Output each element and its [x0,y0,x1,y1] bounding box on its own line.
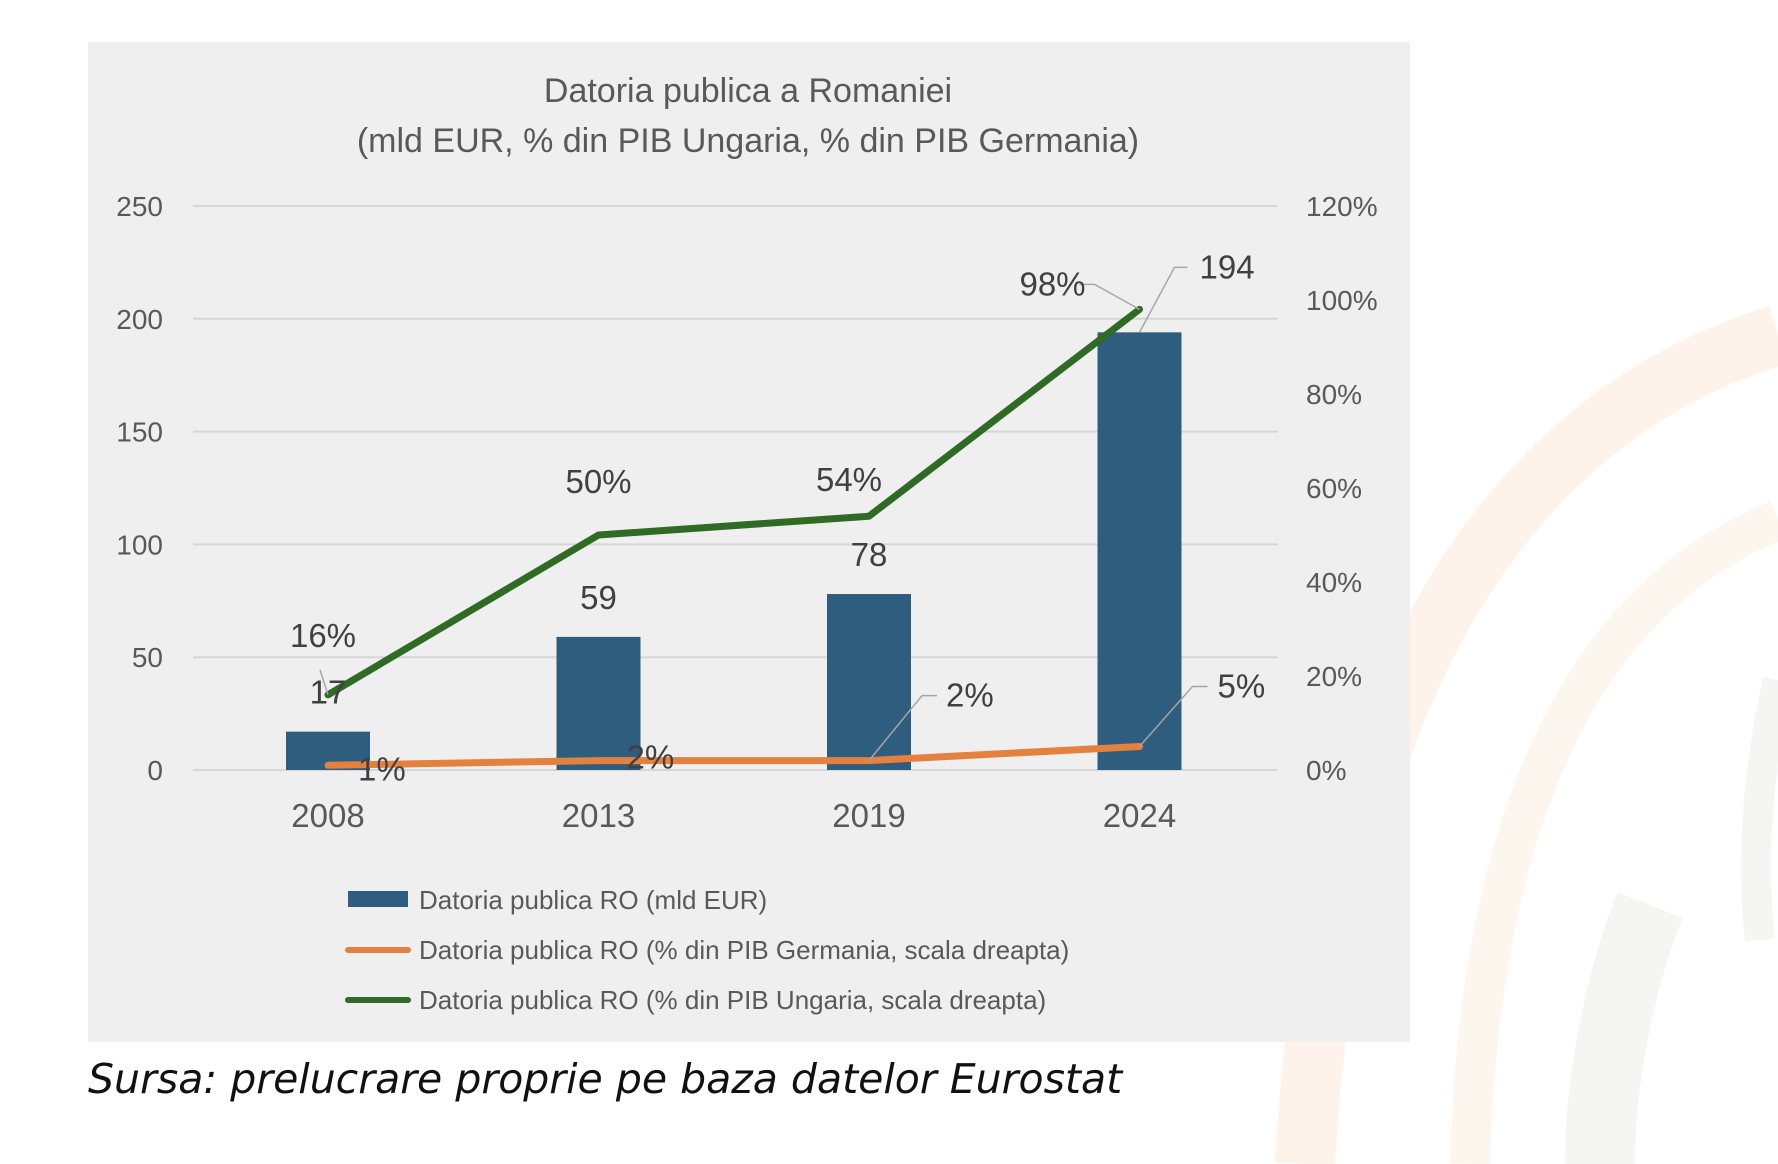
bar [1097,332,1182,770]
right-tick-label: 0% [1306,755,1346,786]
line-ungaria [324,305,1143,699]
x-axis-ticks: 2008 2013 2019 2024 [291,797,1176,834]
legend: Datoria publica RO (mld EUR) Datoria publ… [345,885,1069,1015]
data-label: 50% [565,463,631,500]
data-label: 59 [580,579,617,616]
data-label: 2% [627,739,675,776]
chart-title: Datoria publica a Romaniei [544,72,952,110]
data-labels: 17 59 78 194 16% 50% 54% 98% 1% 2% 2% 5% [290,248,1265,787]
left-tick-label: 250 [116,191,163,222]
left-tick-label: 50 [132,642,163,673]
x-tick-label: 2008 [291,797,364,834]
data-label: 2% [946,677,994,714]
right-tick-label: 60% [1306,473,1362,504]
source-note: Sursa: prelucrare proprie pe baza datelo… [88,1055,1123,1103]
chart-panel: Datoria publica a Romaniei (mld EUR, % d… [88,42,1410,1042]
right-tick-label: 120% [1306,191,1378,222]
right-tick-label: 40% [1306,567,1362,598]
data-label: 17 [310,674,347,711]
legend-label: Datoria publica RO (mld EUR) [419,885,767,915]
data-label: 194 [1200,248,1255,285]
leader-line [1138,266,1188,333]
leader-line [319,669,329,696]
data-label: 98% [1019,265,1085,302]
right-tick-label: 100% [1306,285,1378,316]
right-axis-ticks: 0% 20% 40% 60% 80% 100% 120% [1306,191,1378,786]
x-tick-label: 2013 [562,797,635,834]
line-series [324,305,1143,769]
leader-line [1138,685,1208,747]
data-label: 16% [290,617,356,654]
left-axis-ticks: 0 50 100 150 200 250 [116,191,163,786]
left-tick-label: 100 [116,529,163,560]
data-label: 5% [1218,668,1266,705]
x-tick-label: 2019 [832,797,905,834]
data-label: 54% [816,461,882,498]
data-label: 1% [358,750,406,787]
chart-subtitle: (mld EUR, % din PIB Ungaria, % din PIB G… [357,122,1139,160]
legend-swatch [348,891,408,907]
left-tick-label: 150 [116,417,163,448]
data-label: 78 [851,536,888,573]
label-leader-lines [319,266,1208,762]
bar [556,636,641,770]
right-tick-label: 80% [1306,379,1362,410]
bar-series [286,332,1182,770]
leader-line [868,694,937,762]
leader-line [1079,283,1140,311]
debt-chart: Datoria publica a Romaniei (mld EUR, % d… [116,72,1378,1015]
gridlines [193,205,1278,771]
legend-label: Datoria publica RO (% din PIB Germania, … [419,935,1069,965]
right-tick-label: 20% [1306,661,1362,692]
line-germania [324,743,1143,769]
x-tick-label: 2024 [1103,797,1176,834]
legend-label: Datoria publica RO (% din PIB Ungaria, s… [419,985,1046,1015]
left-tick-label: 200 [116,304,163,335]
left-tick-label: 0 [147,755,163,786]
bar [827,594,911,770]
